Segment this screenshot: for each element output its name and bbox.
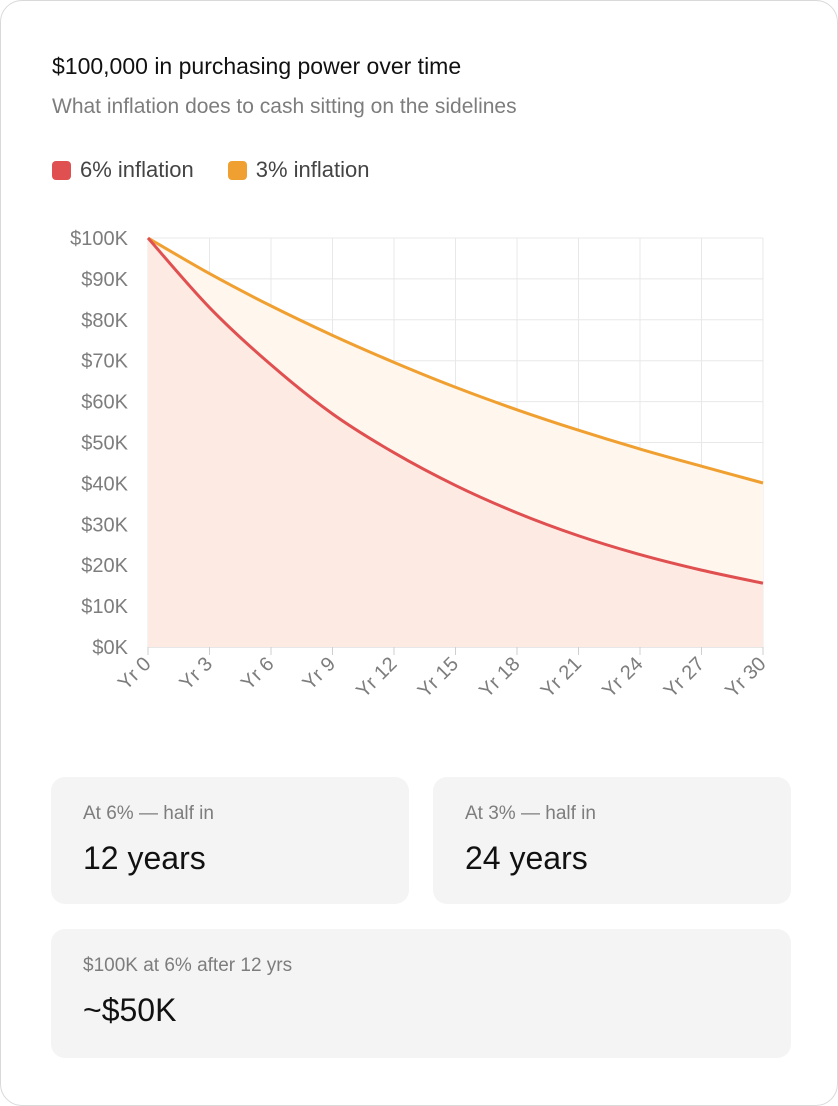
y-tick-label: $60K xyxy=(81,392,128,414)
stat-card-3pct: At 3% — half in 24 years xyxy=(433,777,791,904)
stat-card-6pct: At 6% — half in 12 years xyxy=(51,777,409,904)
area-6pct xyxy=(148,238,763,647)
x-tick-label: Yr 3 xyxy=(176,653,217,694)
stat-value: 12 years xyxy=(83,840,206,876)
chart-lines xyxy=(146,236,764,585)
stat-label: At 3% — half in xyxy=(465,803,596,824)
purchasing-power-chart: $0K $10K $20K $30K $40K $50K $60K $70K $80K $90K $… xyxy=(70,228,771,702)
legend-swatch-3pct xyxy=(227,160,247,180)
y-tick-label: $50K xyxy=(81,433,128,455)
stat-value: ~$50K xyxy=(83,992,177,1028)
legend-swatch-6pct xyxy=(52,160,71,180)
y-tick-label: $40K xyxy=(81,473,128,495)
y-tick-label: $10K xyxy=(81,596,128,618)
x-tick-label: Yr 24 xyxy=(598,653,647,702)
series-line-6pct xyxy=(146,237,764,585)
x-tick-label: Yr 21 xyxy=(537,653,586,702)
x-tick-label: Yr 9 xyxy=(299,653,340,694)
chart-title: $100,000 in purchasing power over time xyxy=(52,53,462,79)
y-axis: $0K $10K $20K $30K $40K $50K $60K $70K $80K $90K $… xyxy=(70,228,128,659)
stat-label: At 6% — half in xyxy=(83,803,214,824)
stat-label: $100K at 6% after 12 yrs xyxy=(83,955,293,976)
x-axis: Yr 0 Yr 3 Yr 6 Yr 9 Yr 12 Yr 15 Yr 18 Yr 21 Yr 2… xyxy=(114,647,771,702)
legend-item-3pct[interactable]: 3% inflation xyxy=(227,157,370,183)
chart-legend: 6% inflation 3% inflation xyxy=(52,157,404,183)
y-tick-label: $30K xyxy=(81,514,128,536)
x-tick-label: Yr 15 xyxy=(414,653,463,702)
stat-value: 24 years xyxy=(465,840,588,876)
x-tick-label: Yr 18 xyxy=(475,653,524,702)
stat-card-remaining: $100K at 6% after 12 yrs ~$50K xyxy=(51,929,791,1058)
x-tick-label: Yr 6 xyxy=(237,653,278,694)
legend-item-6pct[interactable]: 6% inflation xyxy=(52,157,194,183)
y-tick-label: $70K xyxy=(81,351,128,373)
x-tick-label: Yr 12 xyxy=(352,653,401,702)
y-tick-label: $100K xyxy=(70,228,128,250)
series-line-3pct xyxy=(147,236,764,485)
x-tick-label: Yr 0 xyxy=(114,653,155,694)
legend-label-3pct: 3% inflation xyxy=(255,157,370,182)
y-tick-label: $80K xyxy=(81,310,128,332)
chart-subtitle: What inflation does to cash sitting on t… xyxy=(52,95,517,118)
x-tick-label: Yr 27 xyxy=(660,653,709,702)
legend-label-6pct: 6% inflation xyxy=(80,157,194,182)
y-tick-label: $20K xyxy=(81,555,128,577)
y-tick-label: $0K xyxy=(92,637,128,659)
x-tick-label: Yr 30 xyxy=(721,653,770,702)
y-tick-label: $90K xyxy=(81,269,128,291)
